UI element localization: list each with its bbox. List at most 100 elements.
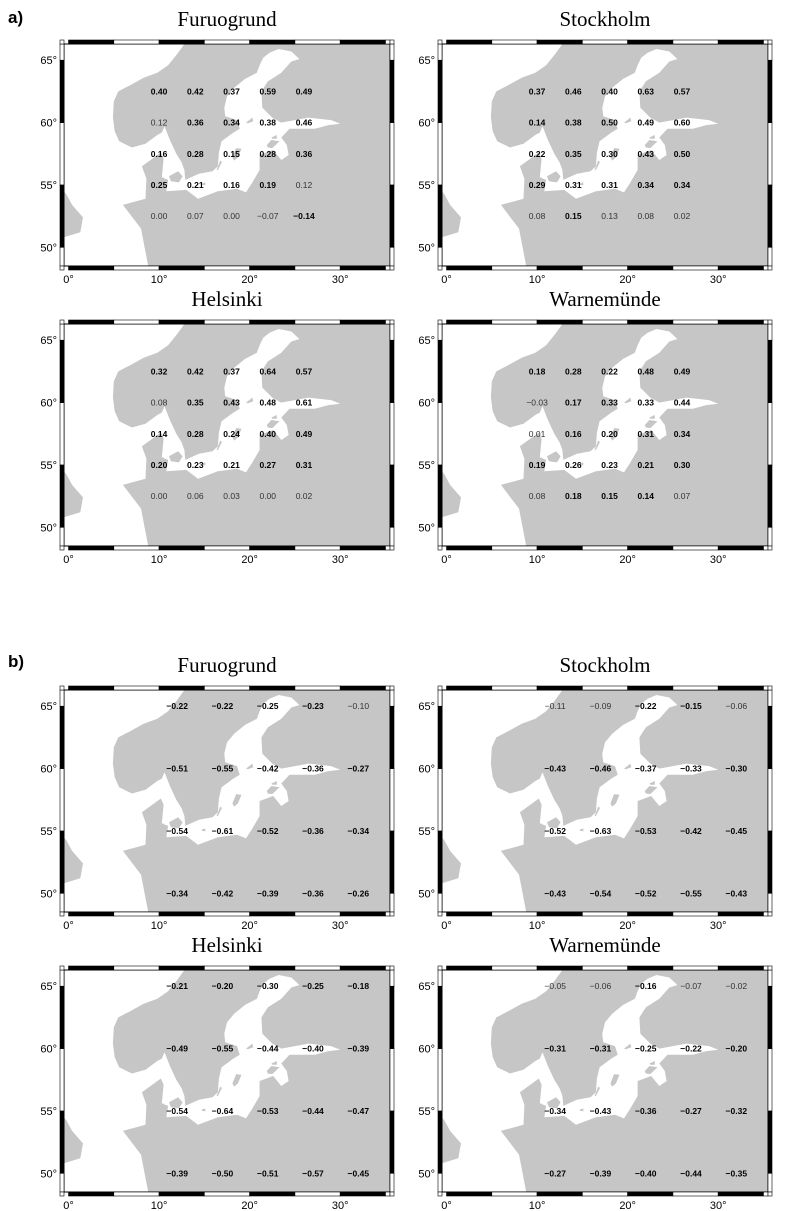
- correlation-value: −0.20: [212, 981, 234, 991]
- correlation-value: 0.31: [296, 460, 313, 470]
- lon-tick-label: 20°: [241, 1200, 258, 1211]
- land-bornholm: [201, 462, 206, 466]
- lon-tick-label: 0°: [441, 920, 452, 932]
- correlation-value: −0.55: [680, 888, 702, 898]
- correlation-value: 0.42: [187, 86, 204, 96]
- correlation-value: 0.49: [637, 118, 654, 128]
- correlation-value: 0.21: [637, 460, 654, 470]
- correlation-value: −0.27: [680, 1106, 702, 1116]
- map-title: Furuogrund: [177, 653, 277, 677]
- correlation-value: −0.44: [680, 1168, 702, 1178]
- correlation-value: 0.34: [637, 180, 654, 190]
- correlation-value: −0.40: [635, 1168, 657, 1178]
- correlation-value: −0.53: [635, 826, 657, 836]
- correlation-value: 0.24: [223, 429, 240, 439]
- land-oland: [594, 1086, 600, 1096]
- correlation-value: −0.54: [166, 826, 188, 836]
- correlation-value: 0.38: [565, 118, 582, 128]
- correlation-value: −0.06: [590, 981, 612, 991]
- land-hiiumaa: [271, 135, 277, 139]
- correlation-value: −0.22: [212, 701, 234, 711]
- correlation-value: −0.39: [590, 1168, 612, 1178]
- land-bornholm: [579, 462, 584, 466]
- correlation-value: 0.34: [674, 429, 691, 439]
- map-title: Helsinki: [191, 287, 262, 311]
- correlation-value: 0.28: [565, 366, 582, 376]
- correlation-value: 0.14: [637, 491, 654, 501]
- lon-tick-label: 0°: [63, 1200, 74, 1211]
- lat-tick-label: 60°: [40, 398, 57, 410]
- land-gotland: [610, 428, 620, 441]
- lon-tick-label: 20°: [241, 920, 258, 932]
- map-frame: [59, 685, 395, 917]
- land-zealand: [169, 171, 183, 183]
- correlation-value: 0.44: [674, 398, 691, 408]
- map-frame: [59, 319, 395, 551]
- land-saaremaa: [644, 1066, 658, 1075]
- land-oland: [216, 160, 222, 170]
- correlation-value: −0.51: [166, 764, 188, 774]
- lat-tick-label: 55°: [418, 180, 435, 192]
- correlation-value: 0.49: [296, 86, 313, 96]
- correlation-value: −0.26: [348, 888, 370, 898]
- land-gotland: [610, 1074, 620, 1087]
- land-funen: [157, 457, 166, 464]
- lat-tick-label: 65°: [40, 981, 57, 993]
- correlation-value: −0.21: [166, 981, 188, 991]
- correlation-value: −0.22: [680, 1044, 702, 1054]
- land-funen: [535, 177, 544, 184]
- land-gotland: [232, 794, 242, 807]
- correlation-value: −0.47: [348, 1106, 370, 1116]
- correlation-value: 0.36: [296, 149, 313, 159]
- correlation-value: −0.45: [726, 826, 748, 836]
- correlation-value: −0.03: [526, 398, 548, 408]
- lon-tick-label: 20°: [241, 274, 258, 286]
- correlation-value: 0.14: [529, 118, 546, 128]
- land-saaremaa: [266, 1066, 280, 1075]
- correlation-value: −0.36: [302, 764, 324, 774]
- correlation-value: −0.39: [257, 888, 279, 898]
- correlation-value: 0.49: [296, 429, 313, 439]
- correlation-value: −0.54: [590, 888, 612, 898]
- correlation-value: 0.27: [259, 460, 276, 470]
- land-hiiumaa: [649, 781, 655, 785]
- correlation-value: 0.28: [259, 149, 276, 159]
- map-frame: [437, 39, 773, 271]
- correlation-value: 0.48: [259, 398, 276, 408]
- correlation-value: −0.25: [635, 1044, 657, 1054]
- correlation-value: 0.25: [151, 180, 168, 190]
- lat-tick-label: 65°: [418, 335, 435, 347]
- map-frame: [437, 965, 773, 1197]
- correlation-value: −0.25: [302, 981, 324, 991]
- correlation-value: −0.33: [680, 764, 702, 774]
- correlation-value: −0.51: [257, 1168, 279, 1178]
- land-mainland: [112, 324, 390, 546]
- correlation-value: 0.13: [601, 211, 618, 221]
- correlation-value: 0.49: [674, 366, 691, 376]
- correlation-value: −0.44: [302, 1106, 324, 1116]
- lon-tick-label: 10°: [529, 274, 546, 286]
- land-britain: [64, 837, 83, 884]
- map-title: Helsinki: [191, 933, 262, 957]
- correlation-value: 0.21: [187, 180, 204, 190]
- correlation-value: −0.22: [635, 701, 657, 711]
- correlation-value: 0.07: [674, 491, 691, 501]
- correlation-value: −0.02: [726, 981, 748, 991]
- correlation-value: 0.31: [637, 429, 654, 439]
- correlation-value: −0.61: [212, 826, 234, 836]
- land-funen: [157, 177, 166, 184]
- land-gotland: [232, 1074, 242, 1087]
- map-title: Furuogrund: [177, 7, 277, 31]
- correlation-value: −0.39: [348, 1044, 370, 1054]
- land-hiiumaa: [271, 781, 277, 785]
- land-britain: [442, 837, 461, 884]
- lat-tick-label: 65°: [418, 981, 435, 993]
- map-b-furuogrund: Furuogrund 65° 60° 55° 50° 0° 10° 20° 30° −0.22 −0…: [40, 650, 413, 932]
- land-oland: [594, 160, 600, 170]
- lon-tick-label: 0°: [63, 274, 74, 286]
- map-title: Stockholm: [559, 7, 650, 31]
